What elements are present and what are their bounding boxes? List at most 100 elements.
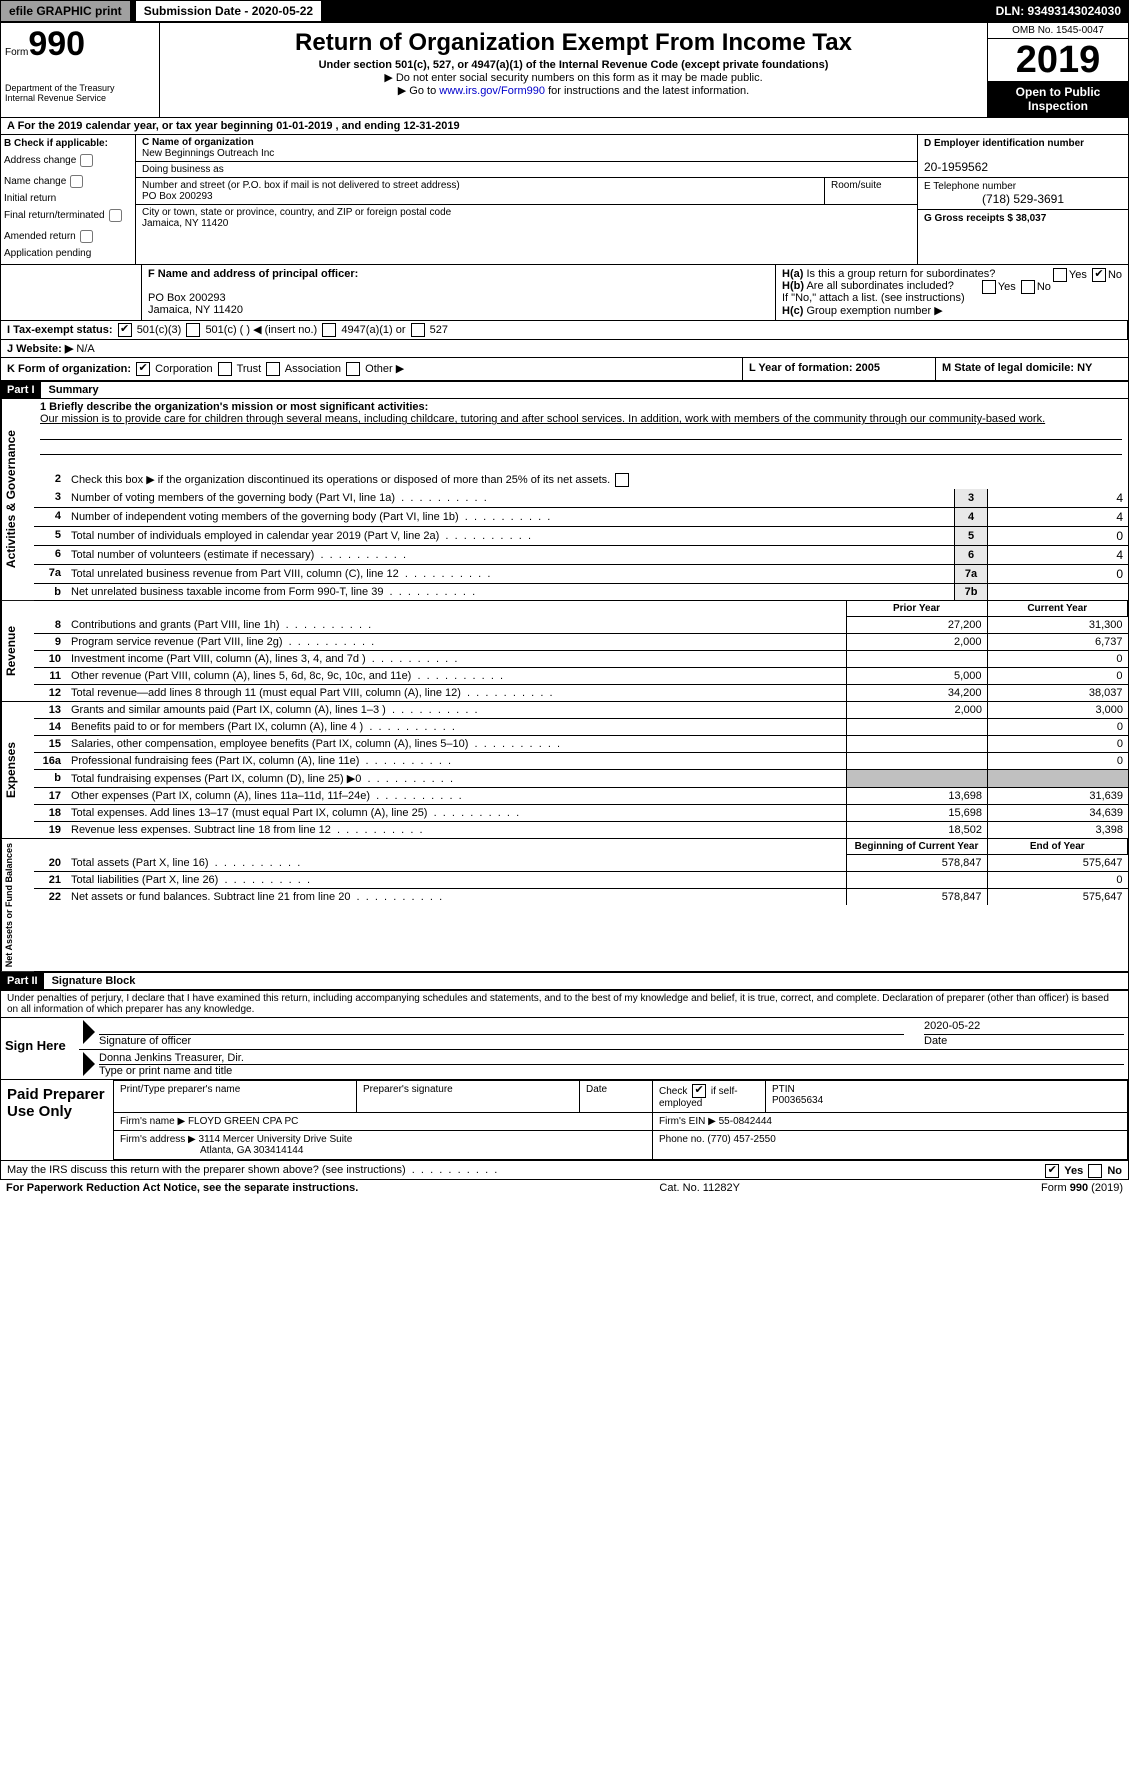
name-arrow-icon	[83, 1052, 95, 1076]
form-container: Form990 Department of the Treasury Inter…	[0, 22, 1129, 991]
street-label: Number and street (or P.O. box if mail i…	[142, 180, 460, 191]
table-row: 14Benefits paid to or for members (Part …	[34, 719, 1128, 736]
corp-checkbox[interactable]	[136, 362, 150, 376]
discuss-yes-checkbox[interactable]	[1045, 1164, 1059, 1178]
other-checkbox[interactable]	[346, 362, 360, 376]
hb-no-checkbox[interactable]	[1021, 280, 1035, 294]
irs-link[interactable]: www.irs.gov/Form990	[439, 85, 545, 97]
dln: DLN: 93493143024030	[996, 4, 1129, 18]
table-row: 20Total assets (Part X, line 16)578,8475…	[34, 855, 1128, 872]
pra-notice: For Paperwork Reduction Act Notice, see …	[6, 1182, 358, 1194]
activities-governance-section: Activities & Governance 1 Briefly descri…	[1, 399, 1128, 601]
name-title-label: Type or print name and title	[99, 1065, 232, 1077]
discuss-text: May the IRS discuss this return with the…	[7, 1164, 497, 1176]
527-checkbox[interactable]	[411, 323, 425, 337]
year-formation: L Year of formation: 2005	[749, 362, 880, 374]
ha-yes-checkbox[interactable]	[1053, 268, 1067, 282]
addr-change-label: Address change	[4, 155, 76, 166]
org-name-label: C Name of organization	[142, 137, 254, 148]
row-l: L Year of formation: 2005	[743, 358, 936, 380]
ag-side-label: Activities & Governance	[1, 399, 34, 600]
final-return-checkbox[interactable]	[109, 209, 122, 222]
cat-no: Cat. No. 11282Y	[659, 1182, 740, 1194]
current-year-header: Current Year	[987, 601, 1128, 617]
ptin-value: P00365634	[772, 1095, 823, 1106]
line-2-text: Check this box ▶ if the organization dis…	[71, 474, 610, 486]
4947-checkbox[interactable]	[322, 323, 336, 337]
officer-label: F Name and address of principal officer:	[148, 268, 358, 280]
netassets-side-label: Net Assets or Fund Balances	[1, 839, 34, 971]
name-change-checkbox[interactable]	[70, 175, 83, 188]
tax-exempt-label: I Tax-exempt status:	[7, 324, 113, 336]
table-row: 18Total expenses. Add lines 13–17 (must …	[34, 805, 1128, 822]
ha-no-checkbox[interactable]	[1092, 268, 1106, 282]
self-employed-checkbox[interactable]	[692, 1084, 706, 1098]
discuss-row: May the IRS discuss this return with the…	[0, 1161, 1129, 1180]
table-row: bTotal fundraising expenses (Part IX, co…	[34, 770, 1128, 788]
501c3-checkbox[interactable]	[118, 323, 132, 337]
hb-label: H(b)	[782, 280, 804, 292]
goto-prefix: ▶ Go to	[398, 85, 439, 97]
title-block: Return of Organization Exempt From Incom…	[160, 23, 987, 117]
form-subtitle: Under section 501(c), 527, or 4947(a)(1)…	[164, 59, 983, 71]
final-return-label: Final return/terminated	[4, 210, 105, 221]
dept-irs: Internal Revenue Service	[5, 93, 155, 103]
assoc-checkbox[interactable]	[266, 362, 280, 376]
row-f-h: F Name and address of principal officer:…	[1, 265, 1128, 321]
hc-label: H(c)	[782, 305, 803, 317]
ag-table: 2Check this box ▶ if the organization di…	[34, 471, 1128, 600]
hc-text: Group exemption number ▶	[806, 305, 942, 317]
penalties-text: Under penalties of perjury, I declare th…	[0, 991, 1129, 1018]
mission-text: Our mission is to provide care for child…	[40, 413, 1045, 425]
row-m: M State of legal domicile: NY	[936, 358, 1128, 380]
omb-number: OMB No. 1545-0047	[988, 23, 1128, 39]
other-label: Other ▶	[365, 363, 404, 375]
table-row: 5Total number of individuals employed in…	[34, 527, 1128, 546]
trust-checkbox[interactable]	[218, 362, 232, 376]
eoy-header: End of Year	[987, 839, 1128, 855]
revenue-side-label: Revenue	[1, 601, 34, 701]
room-suite-label: Room/suite	[825, 178, 917, 204]
officer-addr1: PO Box 200293	[148, 292, 226, 304]
527-label: 527	[430, 324, 448, 336]
table-row: 4Number of independent voting members of…	[34, 508, 1128, 527]
officer-addr2: Jamaica, NY 11420	[148, 304, 243, 316]
block-c: C Name of organization New Beginnings Ou…	[136, 135, 917, 264]
header-info-block: B Check if applicable: Address change Na…	[1, 135, 1128, 265]
ptin-label: PTIN	[772, 1084, 795, 1095]
hb-yes-checkbox[interactable]	[982, 280, 996, 294]
part-1-badge: Part I	[1, 382, 41, 398]
table-row: 12Total revenue—add lines 8 through 11 (…	[34, 685, 1128, 702]
tax-year: 2019	[988, 39, 1128, 81]
table-row: 17Other expenses (Part IX, column (A), l…	[34, 788, 1128, 805]
part-2-title: Signature Block	[44, 973, 144, 989]
preparer-phone: (770) 457-2550	[707, 1134, 775, 1145]
line-2-checkbox[interactable]	[615, 473, 629, 487]
firm-addr1: 3114 Mercer University Drive Suite	[199, 1134, 353, 1145]
form-title: Return of Organization Exempt From Incom…	[164, 29, 983, 57]
open-inspection: Open to PublicInspection	[988, 81, 1128, 117]
hb-text: Are all subordinates included?	[806, 280, 953, 292]
pending-label: Application pending	[4, 248, 91, 259]
footer: For Paperwork Reduction Act Notice, see …	[0, 1180, 1129, 1196]
print-name-label: Print/Type preparer's name	[120, 1084, 240, 1095]
preparer-sig-label: Preparer's signature	[363, 1084, 453, 1095]
submission-date: Submission Date - 2020-05-22	[135, 0, 322, 22]
table-row: 9Program service revenue (Part VIII, lin…	[34, 634, 1128, 651]
sign-here-label: Sign Here	[1, 1018, 79, 1079]
preparer-table: Print/Type preparer's name Preparer's si…	[113, 1080, 1128, 1160]
expenses-section: Expenses 13Grants and similar amounts pa…	[1, 702, 1128, 839]
table-row: 19Revenue less expenses. Subtract line 1…	[34, 822, 1128, 839]
sig-officer-label: Signature of officer	[99, 1035, 191, 1047]
part-2-header: Part II Signature Block	[1, 972, 1128, 990]
amended-checkbox[interactable]	[80, 230, 93, 243]
firm-ein-label: Firm's EIN ▶	[659, 1116, 716, 1127]
addr-change-checkbox[interactable]	[80, 154, 93, 167]
phone-label: E Telephone number	[924, 181, 1016, 192]
discuss-no-checkbox[interactable]	[1088, 1164, 1102, 1178]
dba-label: Doing business as	[142, 164, 224, 175]
501c3-label: 501(c)(3)	[137, 324, 182, 336]
paid-preparer-block: Paid Preparer Use Only Print/Type prepar…	[0, 1080, 1129, 1161]
firm-ein: 55-0842444	[719, 1116, 772, 1127]
501c-checkbox[interactable]	[186, 323, 200, 337]
